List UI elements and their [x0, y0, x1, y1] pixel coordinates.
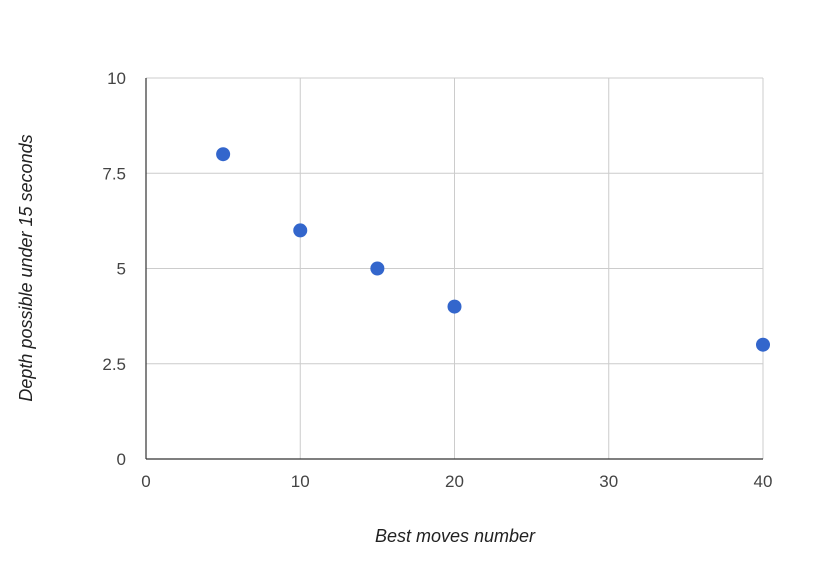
x-tick-label: 10 [291, 472, 310, 491]
y-tick-label: 2.5 [102, 355, 126, 374]
grid-lines [146, 77, 764, 459]
data-point [293, 223, 308, 238]
data-point [756, 337, 770, 352]
y-tick-label: 5 [117, 260, 126, 279]
data-point [216, 147, 231, 162]
x-axis-title: Best moves number [375, 526, 536, 546]
data-point [370, 261, 385, 276]
y-axis-title: Depth possible under 15 seconds [16, 134, 36, 401]
y-tick-label: 10 [107, 69, 126, 88]
y-tick-label: 7.5 [102, 164, 126, 183]
data-points [216, 147, 770, 352]
axes [145, 78, 763, 460]
x-tick-label: 30 [599, 472, 618, 491]
data-point [447, 299, 462, 314]
y-tick-label: 0 [117, 450, 126, 469]
x-tick-label: 0 [141, 472, 150, 491]
x-tick-label: 20 [445, 472, 464, 491]
x-tick-label: 40 [754, 472, 773, 491]
tick-labels: 0 2.5 5 7.5 10 0 10 20 30 40 [102, 69, 772, 491]
